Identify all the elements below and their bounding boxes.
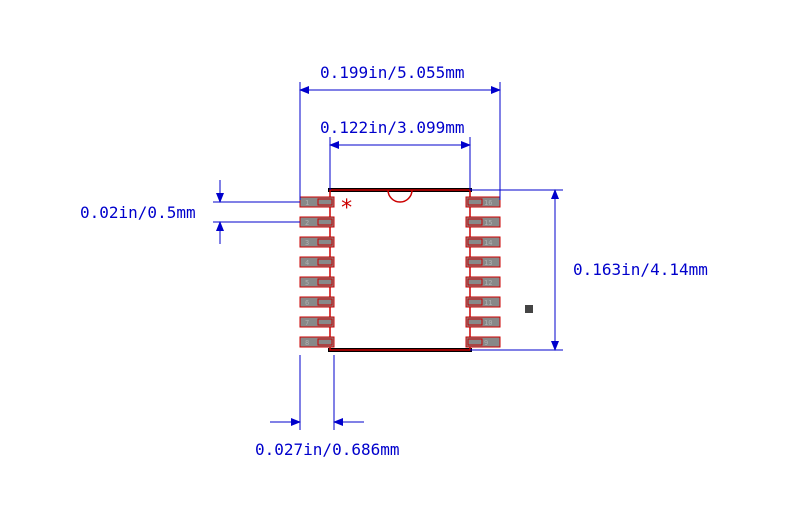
pin-number: 16 bbox=[484, 199, 492, 207]
pin-number: 5 bbox=[305, 279, 309, 287]
pin-number: 4 bbox=[305, 259, 309, 267]
pin-number: 8 bbox=[305, 339, 309, 347]
dim-body-width-label: 0.122in/3.099mm bbox=[320, 118, 465, 137]
dim-pitch-label: 0.02in/0.5mm bbox=[80, 203, 196, 222]
pin-number: 12 bbox=[484, 279, 492, 287]
pin-number: 9 bbox=[484, 339, 488, 347]
pin-number: 11 bbox=[484, 299, 492, 307]
dim-pinw-label: 0.027in/0.686mm bbox=[255, 440, 400, 459]
package-drawing: * 12345678 161514131211109 0.199in/5.055… bbox=[0, 0, 800, 517]
pin-number: 2 bbox=[305, 219, 309, 227]
pin-number: 14 bbox=[484, 239, 492, 247]
pins-left: 1 2 3 4 5 6 7 8 bbox=[300, 197, 334, 347]
pin-number: 3 bbox=[305, 239, 309, 247]
pin-number: 13 bbox=[484, 259, 492, 267]
pin-number: 6 bbox=[305, 299, 309, 307]
pin-number: 10 bbox=[484, 319, 492, 327]
dim-overall-width-label: 0.199in/5.055mm bbox=[320, 63, 465, 82]
pin-number: 15 bbox=[484, 219, 492, 227]
origin-marker bbox=[525, 305, 533, 313]
pins-right: 16 15 14 13 12 11 10 9 bbox=[466, 197, 500, 347]
pin-number: 7 bbox=[305, 319, 309, 327]
pin-number: 1 bbox=[305, 199, 309, 207]
pin1-marker: * bbox=[340, 196, 353, 221]
dim-body-height-label: 0.163in/4.14mm bbox=[573, 260, 708, 279]
